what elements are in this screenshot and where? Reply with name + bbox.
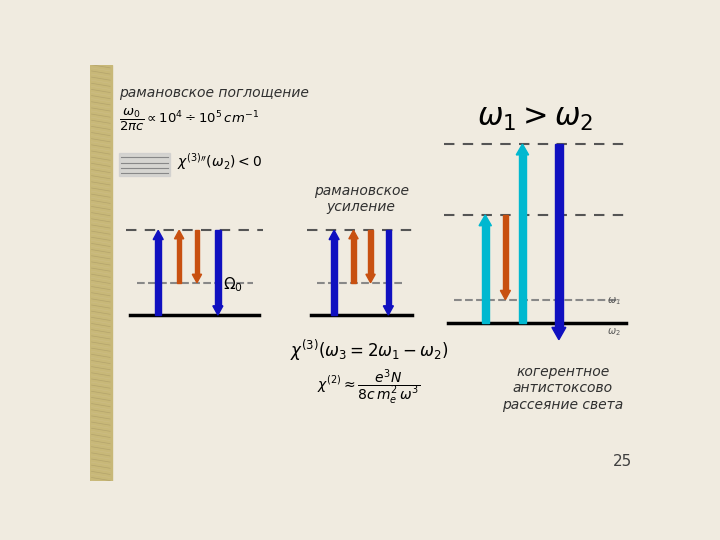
Polygon shape — [331, 240, 337, 315]
Polygon shape — [555, 144, 563, 327]
Polygon shape — [177, 239, 181, 283]
Polygon shape — [552, 327, 566, 340]
Polygon shape — [503, 215, 508, 291]
Text: $\Omega_0$: $\Omega_0$ — [223, 275, 243, 294]
Polygon shape — [368, 231, 373, 274]
Polygon shape — [519, 155, 526, 323]
Polygon shape — [156, 240, 161, 315]
Bar — [90, 65, 112, 481]
Text: $\omega_1 > \omega_2$: $\omega_1 > \omega_2$ — [477, 102, 594, 133]
Polygon shape — [153, 231, 163, 240]
Polygon shape — [329, 231, 339, 240]
Text: $\chi^{(2)} \approx \dfrac{e^3 N}{8c\, m_e^2\, \omega^3}$: $\chi^{(2)} \approx \dfrac{e^3 N}{8c\, m… — [318, 367, 420, 407]
Polygon shape — [366, 274, 375, 283]
Polygon shape — [351, 239, 356, 283]
Text: $\omega_2$: $\omega_2$ — [607, 326, 621, 338]
Text: рамановское
усиление: рамановское усиление — [314, 184, 409, 214]
Polygon shape — [213, 306, 223, 315]
Polygon shape — [516, 144, 528, 155]
Bar — [120, 153, 170, 177]
Text: когерентное
антистоксово
рассеяние света: когерентное антистоксово рассеяние света — [502, 365, 624, 411]
Polygon shape — [482, 226, 489, 323]
Text: $\omega_1$: $\omega_1$ — [607, 295, 621, 307]
Polygon shape — [386, 231, 391, 306]
Text: $\chi^{(3)}\left(\omega_3 = 2\omega_1 - \omega_2\right)$: $\chi^{(3)}\left(\omega_3 = 2\omega_1 - … — [289, 338, 449, 363]
Polygon shape — [194, 231, 199, 274]
Polygon shape — [383, 306, 393, 315]
Polygon shape — [215, 231, 220, 306]
Polygon shape — [479, 215, 492, 226]
Polygon shape — [349, 231, 358, 239]
Polygon shape — [500, 291, 510, 300]
Text: $\chi^{(3)\prime\prime}(\omega_2) < 0$: $\chi^{(3)\prime\prime}(\omega_2) < 0$ — [177, 151, 261, 172]
Text: 25: 25 — [613, 454, 632, 469]
Polygon shape — [192, 274, 202, 283]
Text: $\dfrac{\omega_0}{2\pi c} \propto 10^4 \div 10^5\, cm^{-1}$: $\dfrac{\omega_0}{2\pi c} \propto 10^4 \… — [120, 107, 260, 133]
Polygon shape — [174, 231, 184, 239]
Text: рамановское поглощение: рамановское поглощение — [120, 86, 310, 100]
